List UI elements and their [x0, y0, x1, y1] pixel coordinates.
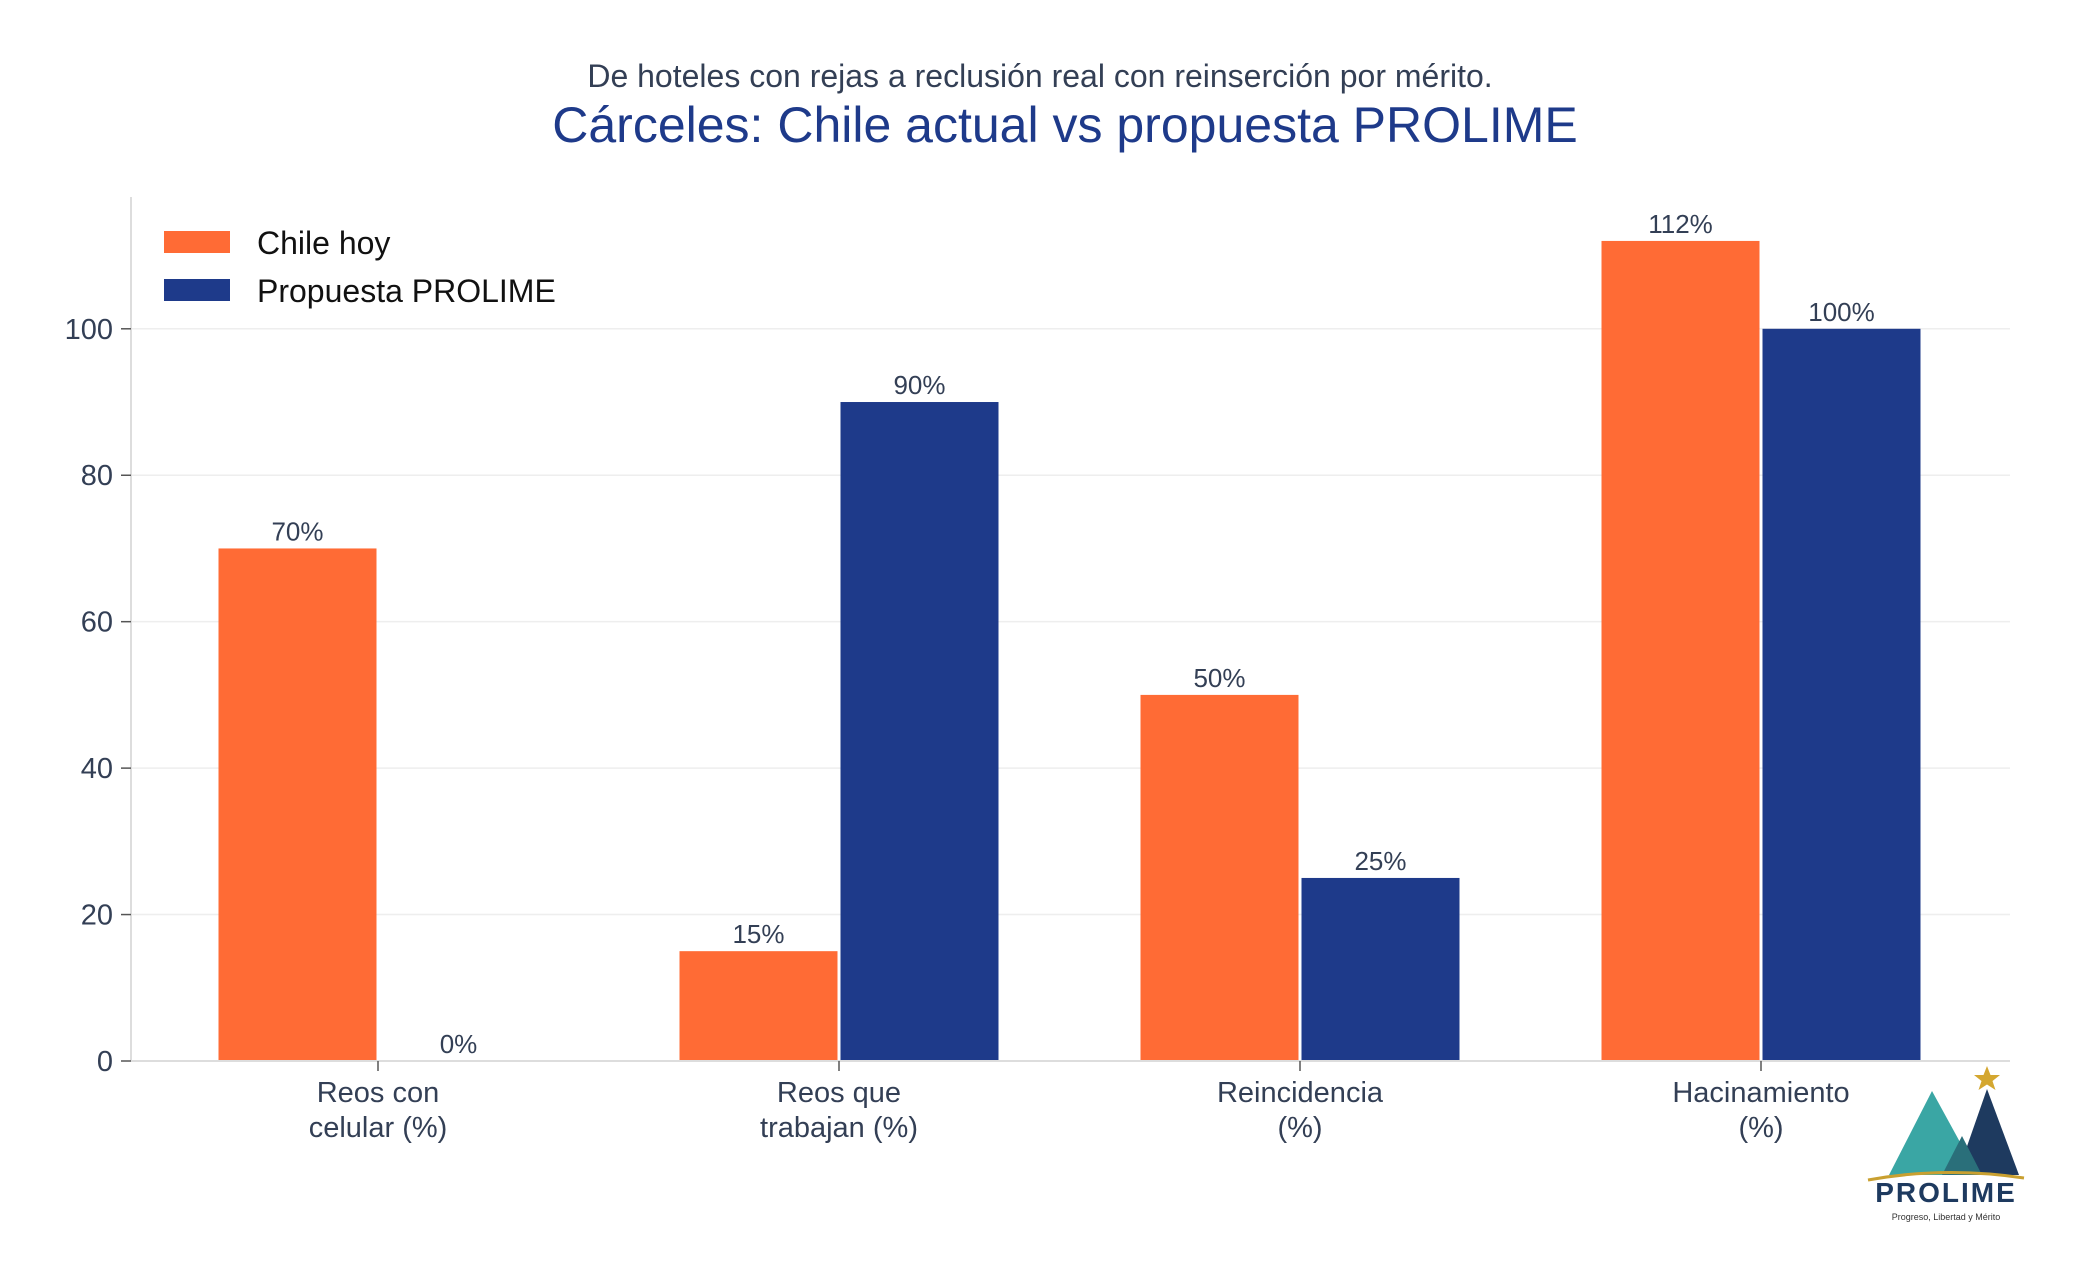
x-tick-label: Reos con — [317, 1077, 440, 1109]
y-tick-label: 20 — [81, 900, 113, 932]
bar — [1140, 694, 1299, 1061]
logo-star-icon — [1974, 1066, 2000, 1090]
data-label: 50% — [1193, 663, 1245, 693]
bar — [1301, 877, 1460, 1061]
prolime-logo: PROLIME Progreso, Libertad y Mérito — [1867, 1066, 2025, 1222]
logo-tagline: Progreso, Libertad y Mérito — [1892, 1212, 2001, 1222]
data-labels: 70% 0% 15% 90% 50% 25% 112% 100% — [271, 209, 1874, 1059]
bars — [218, 240, 1921, 1062]
logo-mountain-navy — [1957, 1089, 2019, 1175]
logo-mountain-mid — [1942, 1136, 1982, 1175]
bar — [1762, 328, 1921, 1061]
y-tick-label: 60 — [81, 607, 113, 639]
bar — [1601, 240, 1760, 1062]
data-label: 15% — [732, 919, 784, 949]
y-axis-ticks: 0 20 40 60 80 100 — [65, 314, 131, 1078]
y-tick-label: 40 — [81, 753, 113, 785]
data-label: 90% — [893, 370, 945, 400]
x-tick-label: Reos que — [777, 1077, 901, 1109]
legend-label-prolime: Propuesta PROLIME — [257, 273, 556, 309]
x-tick-label: celular (%) — [309, 1112, 448, 1144]
x-tick-label: Reincidencia — [1217, 1077, 1384, 1109]
x-tick-label: Hacinamiento — [1672, 1077, 1849, 1109]
legend: Chile hoy Propuesta PROLIME — [164, 225, 556, 309]
data-label: 25% — [1354, 846, 1406, 876]
x-tick-label: (%) — [1277, 1112, 1322, 1144]
bar — [679, 951, 838, 1061]
data-label: 100% — [1808, 297, 1875, 327]
y-tick-label: 100 — [65, 314, 113, 346]
chart-title: Cárceles: Chile actual vs propuesta PROL… — [552, 97, 1577, 153]
legend-swatch-prolime — [164, 279, 230, 301]
y-tick-label: 0 — [97, 1046, 113, 1078]
y-tick-label: 80 — [81, 460, 113, 492]
data-label: 70% — [271, 516, 323, 546]
legend-swatch-chile-hoy — [164, 231, 230, 253]
legend-label-chile-hoy: Chile hoy — [257, 225, 390, 261]
bar — [218, 548, 377, 1061]
x-tick-label: trabajan (%) — [760, 1112, 918, 1144]
data-label: 112% — [1648, 209, 1713, 239]
logo-name: PROLIME — [1875, 1177, 2017, 1208]
bar — [840, 402, 999, 1061]
x-tick-label: (%) — [1738, 1112, 1783, 1144]
logo-swoosh — [1867, 1170, 2025, 1182]
data-label: 0% — [440, 1029, 478, 1059]
chart-subtitle: De hoteles con rejas a reclusión real co… — [587, 58, 1492, 94]
